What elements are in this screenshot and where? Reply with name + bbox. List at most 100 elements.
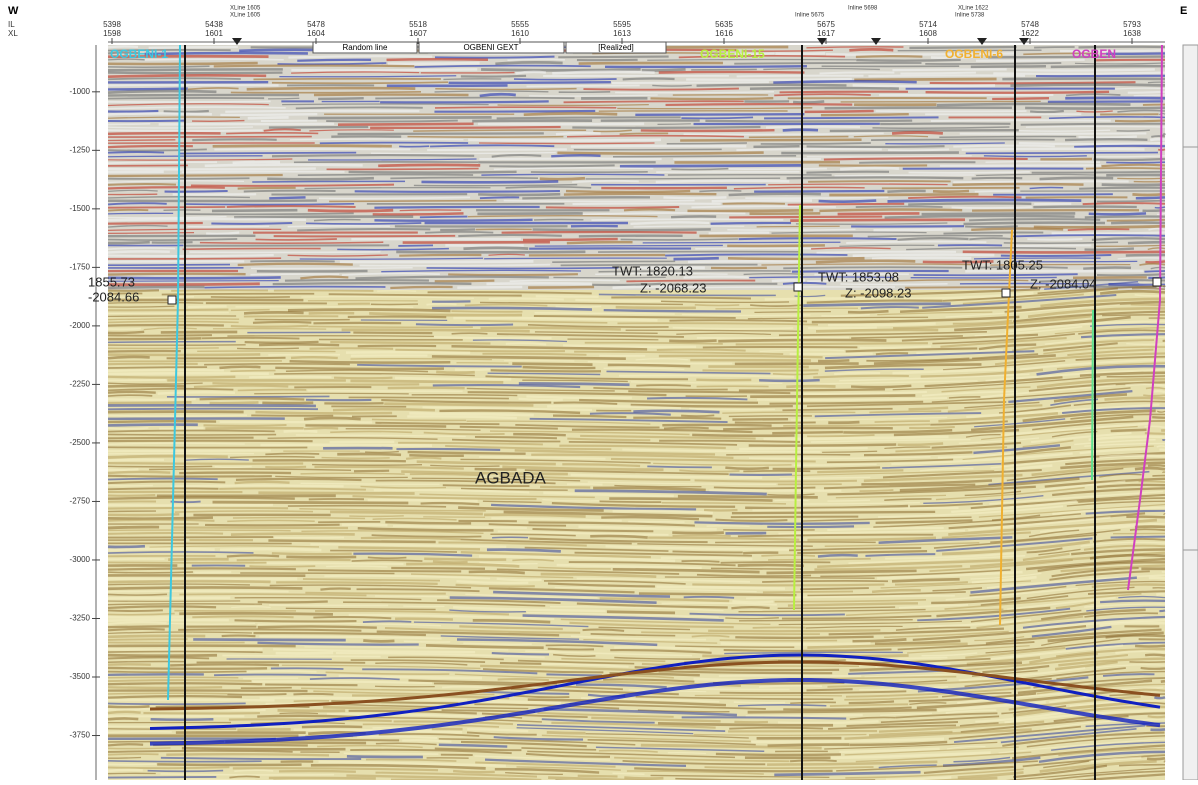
reflector	[737, 76, 864, 77]
reflector	[686, 79, 852, 80]
reflector	[227, 206, 356, 207]
reflector	[766, 127, 860, 128]
reflector	[790, 702, 836, 703]
reflector	[709, 233, 770, 234]
reflector	[308, 326, 472, 327]
reflector	[1119, 765, 1165, 766]
reflector	[484, 258, 667, 259]
reflector	[108, 428, 148, 429]
reflector	[1141, 668, 1165, 669]
reflector	[567, 339, 658, 340]
reflector	[774, 500, 808, 501]
reflector	[108, 370, 224, 371]
reflector	[926, 92, 1109, 93]
reflector	[440, 229, 475, 230]
reflector	[349, 172, 517, 173]
reflector	[247, 88, 416, 89]
reflector	[1078, 137, 1136, 138]
reflector	[108, 255, 274, 256]
reflector	[652, 85, 691, 86]
reflector	[202, 338, 300, 339]
reflector	[108, 744, 143, 745]
reflector	[1085, 249, 1134, 250]
reflector	[108, 520, 214, 521]
reflector	[284, 431, 318, 432]
line-label: XLine 1622	[958, 6, 989, 12]
reflector	[458, 235, 562, 236]
reflector	[502, 232, 697, 233]
line-label: XLine 1605	[230, 6, 261, 12]
reflector	[552, 72, 654, 74]
reflector	[1086, 168, 1165, 169]
reflector	[1143, 395, 1165, 396]
y-tick-label: -3250	[70, 614, 91, 623]
reflector	[452, 333, 488, 334]
reflector	[933, 191, 969, 192]
reflector	[586, 178, 781, 179]
reflector	[157, 764, 301, 765]
reflector	[449, 82, 611, 83]
reflector	[453, 771, 495, 772]
reflector	[291, 69, 477, 70]
reflector	[108, 187, 225, 188]
reflector	[682, 561, 720, 562]
reflector	[108, 121, 186, 122]
reflector	[1016, 245, 1092, 246]
reflector	[1079, 188, 1165, 189]
reflector	[108, 639, 187, 640]
reflector	[108, 758, 141, 759]
reflector	[750, 88, 899, 89]
reflector	[225, 111, 419, 112]
reflector	[943, 233, 1043, 234]
reflector	[318, 98, 364, 99]
reflector	[579, 63, 723, 64]
reflector	[790, 220, 965, 221]
reflector	[695, 695, 842, 696]
reflector	[965, 226, 1018, 227]
reflector	[604, 310, 741, 311]
reflector	[305, 593, 445, 594]
reflector	[734, 63, 921, 64]
reflector	[340, 261, 534, 262]
reflector	[108, 63, 258, 64]
xl-value: 1622	[1021, 29, 1039, 38]
reflector	[215, 466, 252, 467]
reflector	[354, 471, 389, 472]
reflector	[825, 108, 1012, 109]
reflector	[732, 512, 935, 513]
reflector	[304, 418, 361, 419]
reflector	[374, 220, 532, 221]
reflector	[258, 602, 328, 603]
reflector	[404, 641, 450, 642]
reflector	[818, 360, 849, 361]
reflector	[691, 206, 835, 207]
reflector	[368, 557, 407, 558]
toolbar-text: [Realized]	[598, 43, 634, 52]
reflector	[108, 677, 238, 678]
reflector	[1107, 220, 1165, 221]
xl-value: 1617	[817, 29, 835, 38]
reflector	[108, 113, 212, 114]
reflector	[491, 370, 601, 371]
reflector	[697, 85, 847, 86]
il-value: 5793	[1123, 20, 1141, 29]
reflector	[788, 204, 905, 205]
reflector	[669, 341, 716, 342]
reflector	[349, 516, 404, 517]
reflector	[108, 591, 289, 592]
reflector	[739, 389, 885, 390]
reflector	[179, 613, 333, 614]
xl-value: 1604	[307, 29, 325, 38]
reflector	[179, 473, 291, 474]
il-value: 5398	[103, 20, 121, 29]
reflector	[699, 191, 741, 192]
reflector	[481, 69, 641, 70]
reflector	[1106, 162, 1165, 163]
well-annotation: TWT: 1853.08	[818, 269, 899, 284]
reflector	[567, 242, 633, 243]
reflector	[922, 213, 1076, 214]
reflector	[347, 756, 423, 757]
reflector	[425, 232, 493, 233]
reflector	[108, 661, 185, 662]
